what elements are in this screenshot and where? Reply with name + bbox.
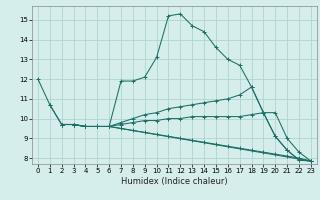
X-axis label: Humidex (Indice chaleur): Humidex (Indice chaleur) (121, 177, 228, 186)
